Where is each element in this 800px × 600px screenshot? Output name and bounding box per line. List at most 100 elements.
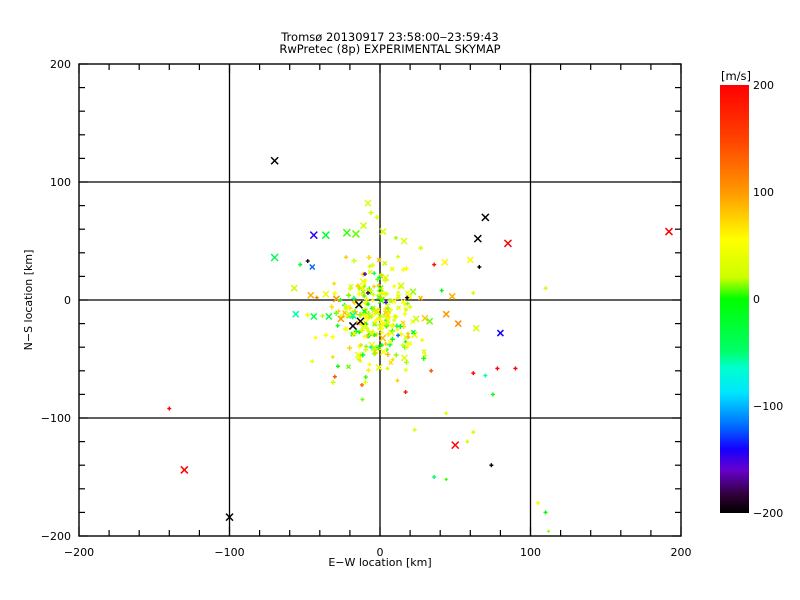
plot-title-line2: RwPretec (8p) EXPERIMENTAL SKYMAP (279, 42, 500, 56)
y-tick-label: −200 (41, 530, 71, 543)
marker-stroke (368, 331, 374, 337)
marker-stroke (372, 321, 378, 327)
scatter-marker-plus (332, 290, 338, 296)
scatter-marker-plus (421, 355, 427, 361)
scatter-marker-plus (547, 529, 551, 533)
marker-stroke (410, 329, 416, 335)
scatter-marker-plus (385, 351, 391, 357)
scatter-marker-plus (363, 301, 368, 306)
scatter-marker-plus (371, 292, 376, 297)
marker-stroke (343, 305, 349, 311)
x-tick-label: 100 (520, 546, 541, 559)
marker-stroke (379, 324, 385, 330)
marker-stroke (379, 228, 387, 236)
scatter-marker-plus (356, 357, 361, 362)
scatter-marker-x (180, 465, 189, 474)
scatter-marker-plus (381, 321, 386, 326)
colorbar-tick-label: 100 (753, 186, 774, 199)
marker-stroke (412, 315, 420, 323)
marker-stroke (270, 253, 279, 262)
scatter-marker-plus (368, 210, 374, 216)
marker-stroke (354, 351, 362, 359)
scatter-marker-x (400, 299, 406, 305)
colorbar-gradient (720, 85, 749, 513)
scatter-marker-plus (372, 333, 377, 338)
scatter-marker-plus (365, 290, 370, 295)
scatter-marker-plus (364, 325, 370, 331)
scatter-marker-plus (356, 291, 362, 297)
scatter-marker-plus (298, 262, 303, 267)
marker-stroke (376, 284, 384, 293)
scatter-marker-plus (405, 345, 410, 350)
scatter-marker-x (396, 305, 402, 311)
marker-stroke (376, 294, 382, 300)
scatter-marker-x (503, 239, 512, 248)
scatter-marker-x (292, 310, 300, 318)
scatter-marker-plus (330, 379, 336, 385)
marker-stroke (337, 315, 345, 323)
marker-stroke (354, 300, 363, 309)
scatter-marker-plus (389, 336, 395, 342)
scatter-marker-x (322, 290, 330, 298)
marker-stroke (359, 222, 367, 230)
scatter-marker-plus (364, 297, 370, 303)
scatter-marker-plus (477, 264, 482, 269)
marker-stroke (376, 257, 382, 263)
scatter-marker-plus (336, 309, 341, 314)
marker-stroke (321, 231, 330, 240)
marker-stroke (411, 331, 419, 339)
scatter-marker-plus (471, 290, 476, 295)
scatter-marker-plus (330, 355, 335, 360)
scatter-marker-x (307, 291, 315, 299)
marker-stroke (400, 237, 408, 245)
scatter-marker-plus (362, 294, 367, 299)
plot-title-line1: Tromsø 20130917 23:58:00‒23:59:43 (280, 30, 499, 44)
x-tick-label: −200 (64, 546, 94, 559)
scatter-marker-x (359, 278, 367, 286)
scatter-marker-x (400, 237, 408, 245)
scatter-marker-x (421, 349, 427, 355)
scatter-marker-plus (360, 397, 365, 402)
scatter-marker-plus (363, 375, 368, 380)
scatter-marker-x (391, 298, 397, 304)
scatter-marker-x (354, 351, 362, 359)
marker-stroke (473, 234, 482, 243)
scatter-marker-x (309, 231, 318, 240)
scatter-marker-x (372, 321, 378, 327)
scatter-marker-plus (167, 406, 172, 411)
scatter-marker-x (472, 324, 480, 332)
scatter-marker-plus (368, 345, 373, 350)
marker-stroke (387, 329, 395, 337)
scatter-marker-plus (367, 264, 372, 269)
scatter-marker-x (310, 312, 318, 321)
marker-stroke (400, 320, 406, 326)
scatter-marker-x (407, 294, 413, 300)
scatter-marker-x (343, 305, 349, 311)
colorbar-tick-label: 200 (753, 79, 774, 92)
scatter-marker-plus (392, 284, 397, 289)
marker-stroke (342, 228, 351, 237)
scatter-marker-x (421, 314, 429, 322)
scatter-marker-plus (392, 318, 397, 323)
scatter-marker-plus (365, 367, 371, 373)
scatter-marker-x (387, 329, 395, 337)
x-tick-label: 200 (671, 546, 692, 559)
scatter-marker-plus (489, 463, 494, 468)
marker-stroke (472, 324, 480, 332)
x-axis-label: E−W location [km] (328, 556, 431, 569)
marker-stroke (360, 289, 366, 295)
scatter-marker-x (481, 213, 490, 222)
scatter-marker-plus (347, 345, 353, 351)
marker-stroke (481, 213, 490, 222)
scatter-marker-x (309, 263, 316, 270)
marker-stroke (375, 363, 383, 371)
scatter-marker-x (496, 329, 504, 337)
scatter-marker-x (270, 156, 279, 165)
scatter-marker-x (441, 258, 449, 266)
scatter-marker-x (454, 320, 462, 328)
scatter-marker-plus (367, 362, 372, 367)
scatter-marker-plus (323, 332, 329, 338)
scatter-marker-plus (495, 366, 500, 371)
marker-stroke (466, 256, 474, 264)
scatter-marker-plus (377, 275, 382, 280)
